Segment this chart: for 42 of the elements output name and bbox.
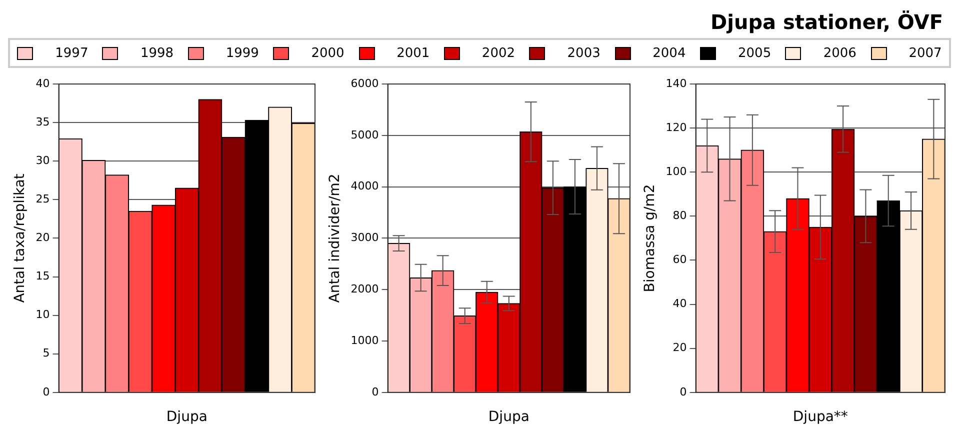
legend-label: 2004	[652, 46, 686, 60]
y-tick-label: 100	[666, 164, 687, 178]
y-tick-label: 35	[36, 115, 50, 128]
y-tick-label: 10	[36, 308, 50, 322]
y-tick-label: 30	[36, 154, 50, 167]
y-tick-label: 4000	[350, 180, 379, 193]
chart-title: Djupa stationer, ÖVF	[710, 10, 943, 34]
y-axis-title: Antal individer/m2	[327, 174, 344, 303]
y-tick-label: 3000	[350, 231, 379, 244]
legend-label: 2003	[567, 46, 600, 60]
x-axis-title: Djupa	[488, 409, 530, 426]
legend-label: 2006	[823, 46, 856, 60]
legend-label: 2005	[738, 46, 772, 60]
y-tick-label: 60	[672, 253, 687, 266]
y-tick-label: 40	[36, 76, 50, 90]
y-tick-label: 20	[672, 341, 687, 354]
y-tick-label: 2000	[350, 282, 379, 296]
y-tick-label: 15	[36, 270, 50, 283]
y-tick-label: 140	[666, 76, 687, 90]
y-tick-label: 5	[42, 346, 50, 360]
legend-label: 2001	[396, 46, 430, 60]
y-tick-label: 25	[36, 192, 50, 206]
legend-label: 2000	[311, 46, 344, 60]
legend-label: 1998	[140, 46, 174, 60]
x-axis-title: Djupa**	[792, 409, 848, 426]
x-axis-title: Djupa	[166, 409, 208, 426]
y-tick-label: 40	[672, 297, 687, 310]
y-tick-label: 0	[42, 385, 50, 398]
y-tick-label: 0	[372, 385, 379, 398]
y-axis-title: Antal taxa/replikat	[12, 173, 28, 303]
y-tick-label: 6000	[350, 76, 379, 90]
y-axis-title: Biomassa g/m2	[642, 184, 658, 292]
legend-label: 1999	[226, 46, 259, 60]
legend-label: 1997	[55, 46, 88, 60]
y-tick-label: 0	[680, 385, 687, 398]
y-tick-label: 20	[36, 231, 50, 244]
y-tick-label: 80	[672, 209, 687, 222]
y-tick-label: 1000	[350, 334, 379, 347]
y-tick-label: 5000	[350, 128, 379, 142]
legend-label: 2002	[482, 46, 516, 60]
legend-label: 2007	[908, 46, 942, 60]
y-tick-label: 120	[666, 120, 687, 134]
